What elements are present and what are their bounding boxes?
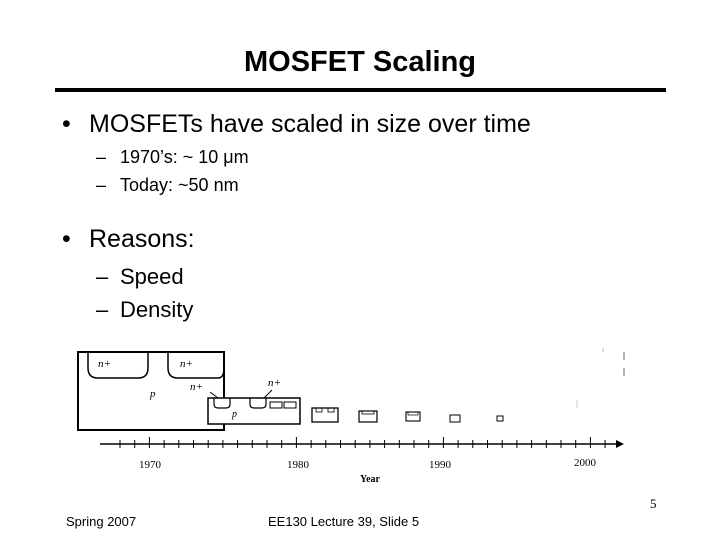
n-plus-label-mid-left: n+ (190, 381, 203, 393)
device-inner-2 (283, 401, 297, 409)
sub-bullet-1970s: –1970’s: ~ 10 μm (96, 147, 249, 168)
substrate-1970 (77, 351, 225, 431)
device-1980 (311, 407, 339, 423)
page-number: 5 (650, 496, 657, 511)
slide-title: MOSFET Scaling (243, 46, 477, 78)
pointer-line-right (263, 389, 273, 399)
tick-label-1980: 1980 (287, 459, 310, 471)
footer-date: Spring 2007 (66, 514, 137, 529)
p-label-mid: p (231, 409, 237, 420)
source-well-mid (213, 398, 231, 409)
sub-bullet-today-text: Today: ~50 nm (120, 175, 239, 195)
footer-lecture: EE130 Lecture 39, Slide 5 (268, 514, 420, 529)
sub-bullet-today: – Today: ~50 nm (96, 175, 239, 196)
pointer-line-left (209, 391, 219, 399)
bullet-2: • Reasons: (62, 225, 195, 254)
tick-label-2000: 2000 (574, 457, 597, 469)
device-2000 (496, 415, 504, 422)
bullet-1-text: MOSFETs have scaled in size over time (89, 110, 531, 138)
sub-bullet-speed: – Speed (96, 264, 184, 290)
device-1980-well-b (327, 407, 335, 413)
axis-title-year: Year (360, 474, 381, 485)
device-1980-well-a (315, 407, 323, 413)
bullet-mark: • (62, 225, 71, 253)
device-1985-wells (361, 410, 375, 415)
device-1995 (449, 414, 461, 423)
sub-bullet-density: – Density (96, 297, 193, 323)
time-axis-arrow (616, 440, 624, 448)
title-underline (55, 88, 666, 92)
sub-bullet-1970s-text: 1970’s: ~ 10 μm (120, 147, 249, 167)
mosfet-scaling-figure: n+ n+ p n+ n+ p 1970 1980 1990 2000 Year (77, 348, 625, 485)
sub-bullet-density-text: Density (120, 297, 194, 322)
drain-well-mid (249, 398, 267, 409)
dash-mark: – (96, 175, 107, 195)
device-inner-1 (269, 401, 283, 409)
dash-mark: – (96, 297, 109, 322)
tick-label-1970: 1970 (139, 459, 162, 471)
device-1990-wells (407, 411, 419, 416)
p-label-1970: p (149, 388, 156, 400)
bullet-1: • MOSFETs have scaled in size over time (62, 110, 531, 139)
bullet-2-text: Reasons: (89, 225, 195, 253)
n-plus-label-source: n+ (98, 358, 111, 370)
dash-mark: – (96, 264, 109, 289)
tick-label-1990: 1990 (429, 459, 452, 471)
bullet-mark: • (62, 110, 71, 138)
n-plus-label-drain: n+ (180, 358, 193, 370)
axis-ticks (119, 437, 606, 448)
dash-mark: – (96, 147, 107, 167)
drain-well-1970 (167, 352, 225, 379)
source-well-1970 (87, 352, 149, 379)
sub-bullet-speed-text: Speed (120, 264, 184, 289)
n-plus-label-mid-right: n+ (268, 377, 281, 389)
